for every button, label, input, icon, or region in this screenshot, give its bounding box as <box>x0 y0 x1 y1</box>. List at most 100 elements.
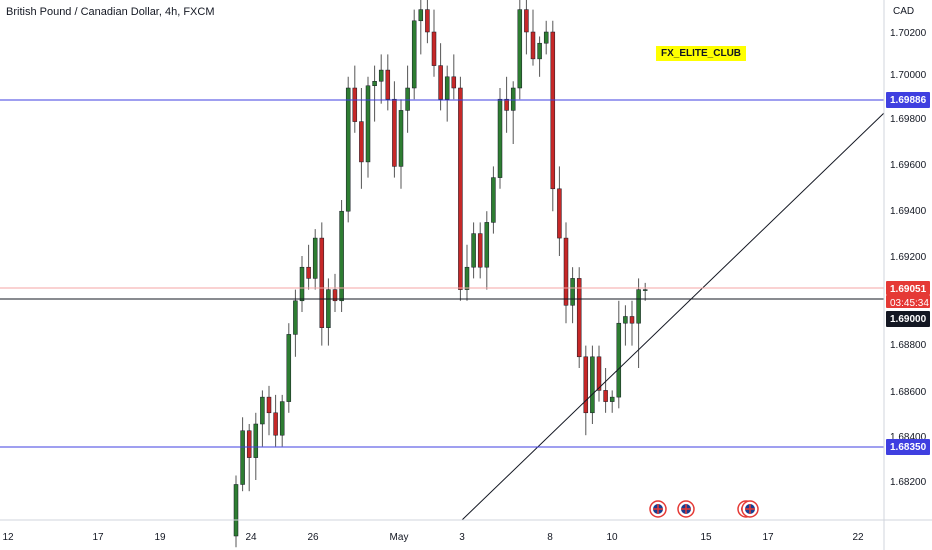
candle-body <box>246 430 252 458</box>
candle-body <box>431 31 437 66</box>
y-tick-label: 1.68800 <box>890 340 927 351</box>
candle-body <box>590 356 595 414</box>
x-tick-label: 8 <box>547 532 553 543</box>
candle-body <box>326 289 331 328</box>
y-axis[interactable]: 1.70200 1.70000 1.69800 1.69600 1.69400 1.692… <box>883 0 927 550</box>
candle-body <box>543 31 549 44</box>
price-tag-countdown-text: 03:45:34 <box>890 298 929 309</box>
candle-body <box>293 300 298 335</box>
y-tick-label: 1.68600 <box>890 387 927 398</box>
candle-body <box>365 85 371 163</box>
y-tick-label: 1.69400 <box>890 206 927 217</box>
candle-body <box>603 390 608 402</box>
candle-body <box>312 237 318 279</box>
candle-body <box>233 484 239 537</box>
price-tag-current <box>886 281 930 295</box>
candle-body <box>629 316 635 324</box>
candle-body <box>392 98 397 167</box>
candle-body <box>517 9 523 89</box>
x-axis[interactable]: 12 17 19 24 26 May 3 8 10 15 17 22 <box>0 519 932 543</box>
candle-body <box>398 110 404 167</box>
price-tag-current-text: 1.69051 <box>890 284 927 295</box>
candle-body <box>352 87 358 122</box>
x-tick-label: 12 <box>2 532 14 543</box>
candles-group <box>233 0 648 548</box>
candle-body <box>418 9 424 22</box>
candle-body <box>378 69 384 82</box>
candle-body <box>570 278 575 306</box>
candle-body <box>557 188 562 239</box>
y-tick-label: 1.69200 <box>890 252 927 263</box>
candle-body <box>385 69 391 100</box>
price-tag-1690 <box>886 311 930 327</box>
y-tick-label: 1.69600 <box>890 160 927 171</box>
candle-body <box>299 266 305 302</box>
news-event-icons[interactable] <box>649 500 759 518</box>
candle-body <box>623 316 628 324</box>
candle-body <box>583 356 589 414</box>
candle-body <box>642 289 648 291</box>
candle-body <box>345 87 351 212</box>
x-tick-label: 24 <box>245 532 257 543</box>
horizontal-levels[interactable] <box>0 99 884 448</box>
chart-title: British Pound / Canadian Dollar, 4h, FXC… <box>6 6 215 18</box>
candle-body <box>576 278 582 358</box>
candle-body <box>636 289 641 324</box>
candle-body <box>359 121 364 163</box>
candle-body <box>266 396 272 414</box>
candle-body <box>596 356 602 391</box>
x-tick-label: 19 <box>154 532 166 543</box>
x-tick-label: 10 <box>606 532 618 543</box>
candle-body <box>253 423 259 458</box>
candle-body <box>537 42 542 60</box>
candle-body <box>477 233 483 268</box>
candle-body <box>438 65 443 100</box>
price-tag-1690-text: 1.69000 <box>890 314 927 325</box>
candle-body <box>339 210 344 302</box>
candle-body <box>563 237 569 306</box>
price-tag-countdown <box>886 295 930 308</box>
price-tags: 1.69886 1.69051 03:45:34 1.69000 1.68350 <box>886 92 930 455</box>
candle-body <box>444 76 450 100</box>
price-tag-lower <box>886 439 930 455</box>
candle-body <box>372 81 377 87</box>
y-tick-label: 1.68200 <box>890 477 927 488</box>
candle-body <box>471 233 476 268</box>
x-tick-label: 15 <box>700 532 712 543</box>
candle-body <box>484 222 490 268</box>
watermark-badge: FX_ELITE_CLUB <box>656 46 747 61</box>
x-tick-label: 17 <box>92 532 104 543</box>
candle-body <box>411 20 417 89</box>
price-tag-upper <box>886 92 930 108</box>
candle-body <box>616 322 622 398</box>
candle-body <box>260 396 265 425</box>
candle-body <box>458 87 463 290</box>
x-tick-label: May <box>390 532 409 543</box>
candle-body <box>332 289 338 302</box>
trendline[interactable] <box>461 112 885 521</box>
candle-body <box>425 9 430 33</box>
candle-body <box>273 412 278 436</box>
x-tick-label: 22 <box>852 532 864 543</box>
price-tag-upper-text: 1.69886 <box>890 95 927 106</box>
candle-body <box>609 396 615 402</box>
y-tick-label: 1.70000 <box>890 70 927 81</box>
x-tick-label: 3 <box>459 532 465 543</box>
candle-body <box>306 266 311 279</box>
candle-body <box>524 9 529 33</box>
currency-label: CAD <box>893 6 915 17</box>
candle-body <box>550 31 556 190</box>
candle-body <box>319 237 325 328</box>
candle-body <box>497 98 503 178</box>
candle-body <box>279 401 285 436</box>
y-tick-label: 1.70200 <box>890 28 927 39</box>
candle-body <box>530 31 536 60</box>
candle-body <box>510 87 516 111</box>
candle-body <box>491 177 496 223</box>
candle-body <box>504 98 509 111</box>
y-tick-label: 1.69800 <box>890 114 927 125</box>
y-tick-label: 1.68400 <box>890 432 927 443</box>
candle-body <box>405 87 410 111</box>
candle-body <box>451 76 457 89</box>
